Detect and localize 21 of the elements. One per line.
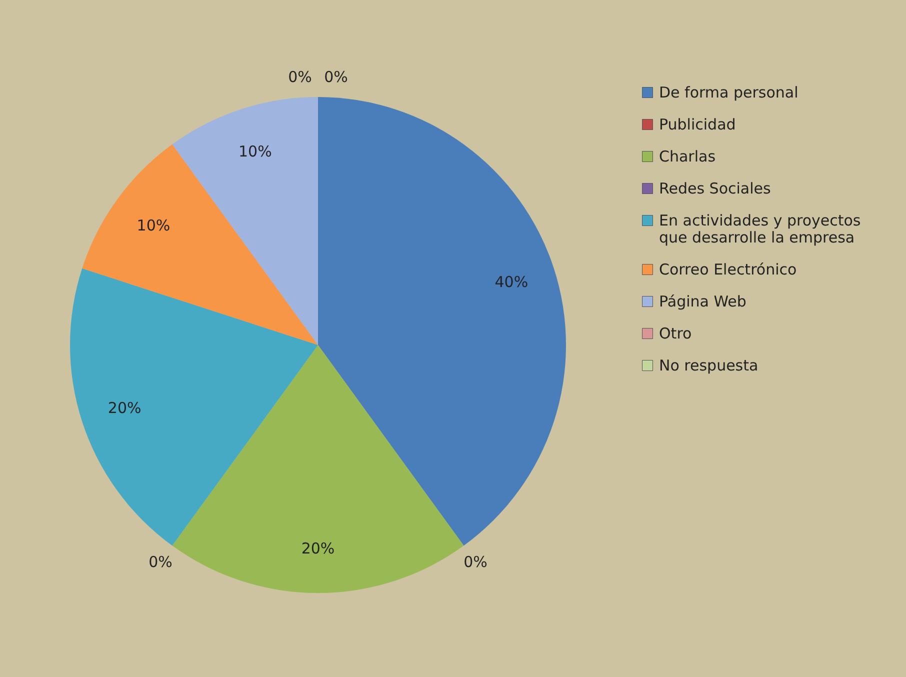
data-label: 40%	[494, 273, 528, 292]
legend-label: Charlas	[659, 148, 716, 166]
pie-slice	[82, 144, 318, 345]
legend-label: Página Web	[659, 292, 746, 310]
text: 0%	[324, 68, 348, 86]
legend-label: Otro	[659, 324, 692, 342]
data-label: 10%	[238, 142, 272, 161]
legend-label: No respuesta	[659, 356, 758, 374]
legend-label: De forma personal	[659, 84, 798, 102]
data-label: 10%	[136, 216, 170, 234]
legend-label: En actividades y proyectos que desarrolle la empresa	[659, 212, 861, 246]
pie-slice	[172, 345, 464, 593]
text: 0%	[464, 552, 488, 571]
text: 0%	[288, 68, 312, 86]
legend-label: Redes Sociales	[659, 180, 772, 198]
pie-slice	[172, 97, 318, 345]
legend-label: Correo Electrónico	[659, 260, 797, 278]
data-label: 20%	[108, 398, 142, 417]
data-label: 20%	[301, 539, 335, 558]
legend-label: Publicidad	[659, 116, 736, 134]
text: 0%	[148, 552, 172, 571]
